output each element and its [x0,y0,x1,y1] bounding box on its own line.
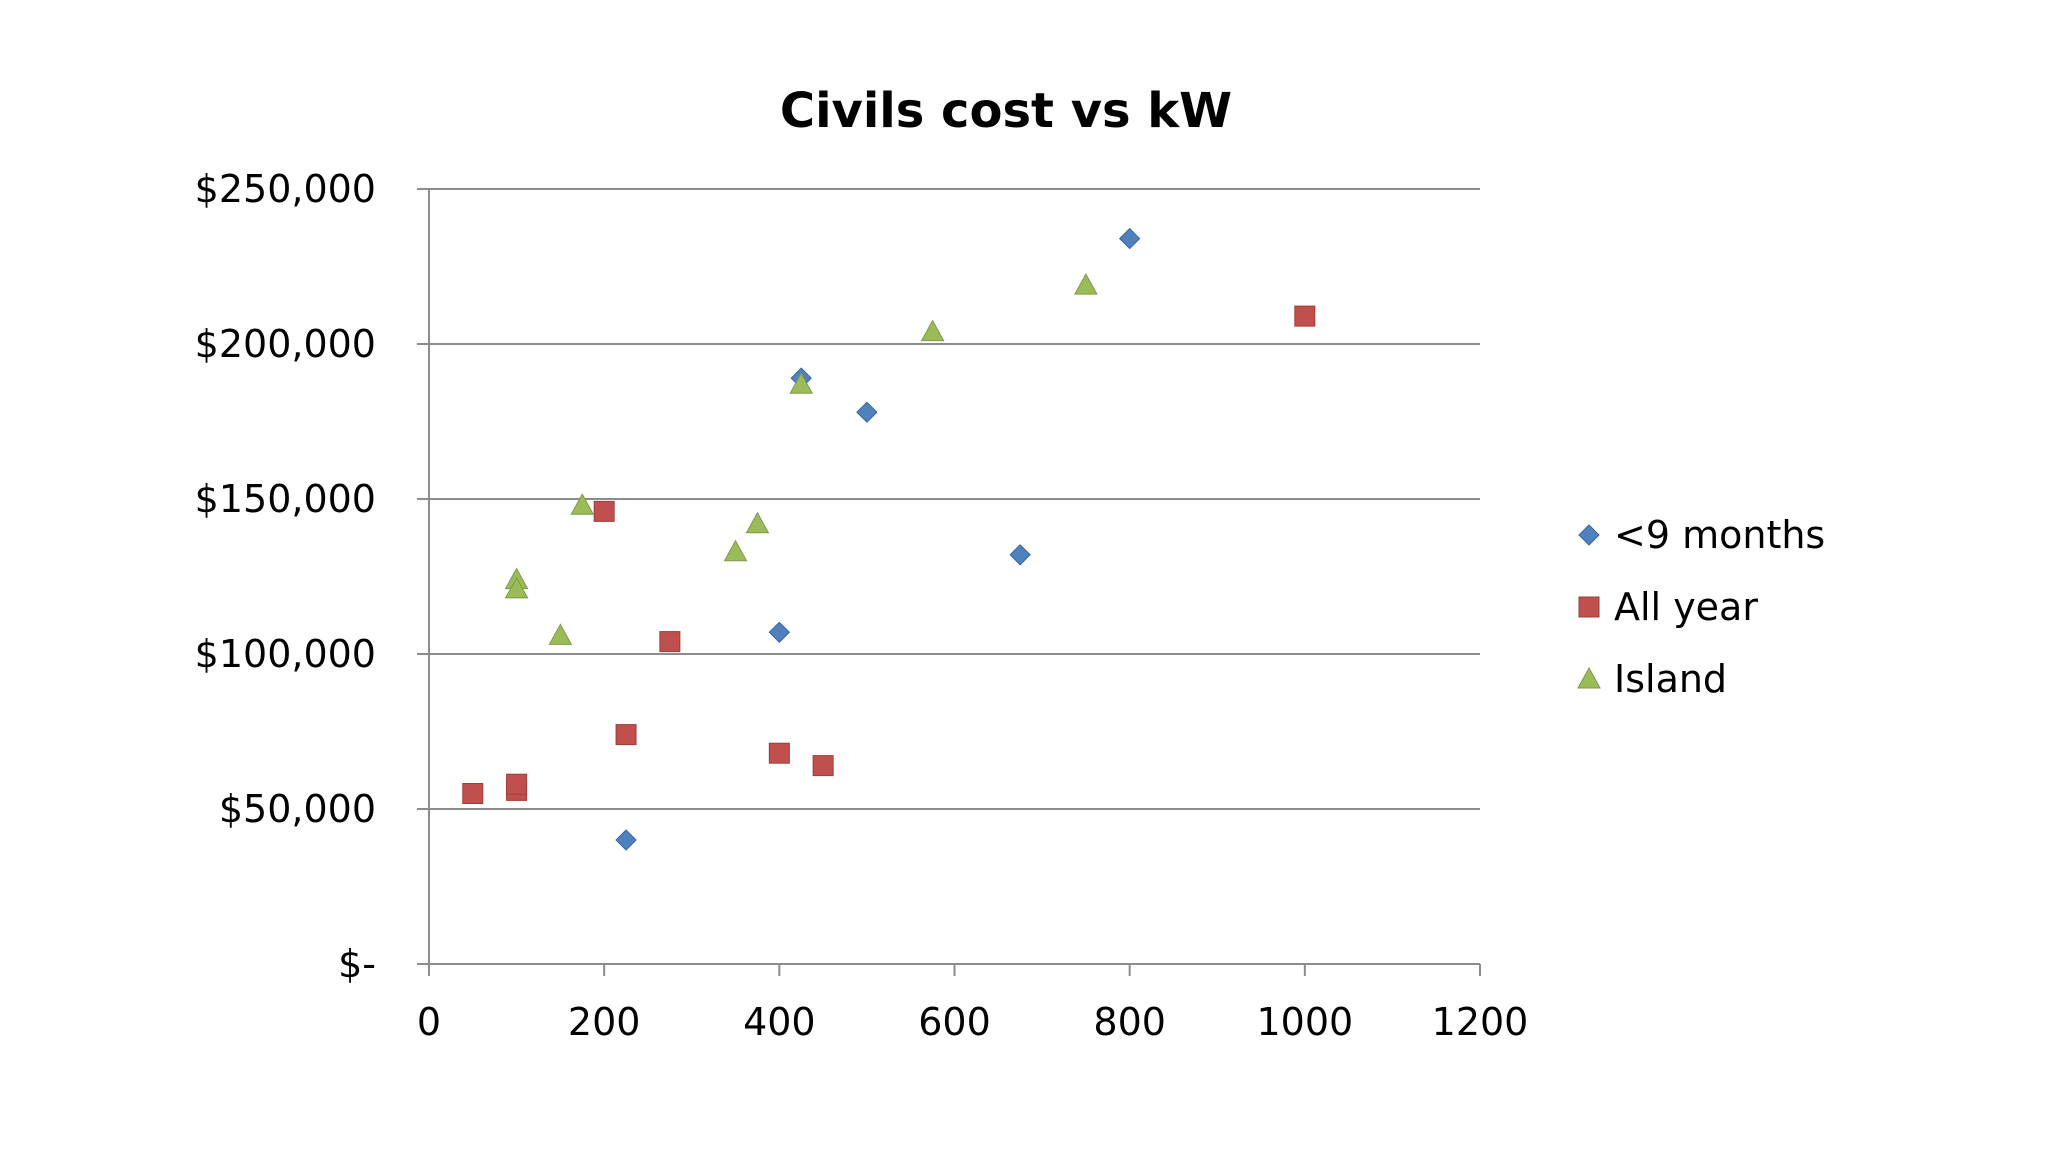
legend: <9 months All year Island [1577,513,1825,701]
legend-label: All year [1614,585,1758,629]
x-tick-label: 400 [743,1000,816,1044]
x-tick-label: 1200 [1432,1000,1529,1044]
legend-label: <9 months [1614,513,1825,557]
square-data-point [506,773,528,795]
y-tick-label: $250,000 [195,167,376,211]
axes [417,188,1481,976]
y-tick-label: $- [338,942,376,986]
y-tick-label: $150,000 [195,477,376,521]
y-axis-tick-labels: $- $50,000 $100,000 $150,000 $200,000 $250,00… [195,167,376,986]
triangle-data-point [745,511,770,534]
diamond-data-point [856,401,878,423]
triangle-data-point [570,493,595,515]
square-data-point [659,631,681,653]
triangle-data-point [920,319,945,342]
triangle-data-point [723,539,748,562]
triangle-data-point [789,372,814,394]
triangle-data-point [1074,273,1098,295]
legend-square-marker [1578,596,1600,618]
x-tick-label: 800 [1093,1000,1166,1044]
legend-label: Island [1614,657,1727,701]
x-tick-label: 0 [417,1000,441,1044]
y-tick-label: $100,000 [195,632,376,676]
square-data-point [615,724,637,746]
y-tick-label: $50,000 [219,787,376,831]
square-data-point [593,500,615,522]
chart-title: Civils cost vs kW [780,83,1232,139]
diamond-data-point [1118,227,1141,250]
y-tick-label: $200,000 [195,322,376,366]
data-markers [462,227,1316,851]
x-tick-label: 600 [918,1000,991,1044]
gridlines [429,188,1480,810]
diamond-data-point [1009,544,1031,566]
triangle-data-point [504,576,529,599]
x-tick-label: 200 [568,1000,641,1044]
diamond-data-point [615,829,637,851]
legend-diamond-marker [1578,524,1600,546]
x-axis-tick-labels: 0 200 400 600 800 1000 1200 [417,1000,1528,1044]
triangle-data-point [548,623,573,645]
square-data-point [812,755,834,777]
square-data-point [462,783,484,804]
diamond-data-point [768,621,791,644]
square-data-point [1294,305,1316,327]
x-tick-label: 1000 [1256,1000,1353,1044]
legend-triangle-marker [1577,666,1601,689]
square-data-point [768,742,790,764]
